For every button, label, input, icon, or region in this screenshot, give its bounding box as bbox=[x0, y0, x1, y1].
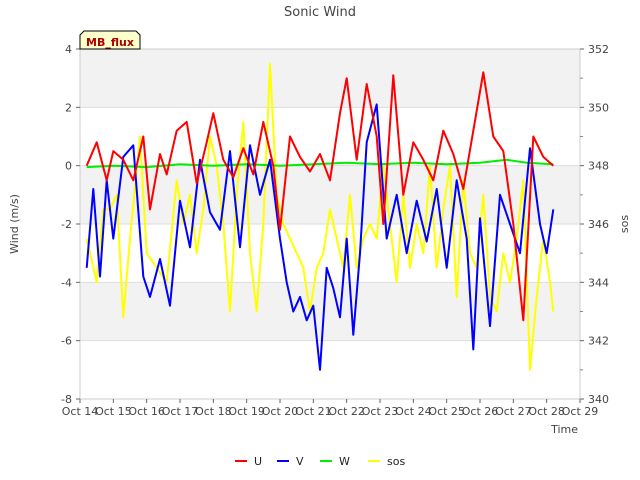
y-tick-label: -2 bbox=[61, 218, 72, 231]
y-tick-label: -6 bbox=[61, 335, 72, 348]
x-tick-label: Oct 20 bbox=[262, 405, 299, 418]
y2-tick-label: 340 bbox=[588, 393, 609, 406]
grid-band bbox=[80, 49, 580, 108]
x-tick-label: Oct 16 bbox=[128, 405, 165, 418]
y2-tick-label: 344 bbox=[588, 276, 609, 289]
series-line-v bbox=[85, 103, 555, 371]
x-tick-label: Oct 18 bbox=[195, 405, 232, 418]
y-tick-label: 2 bbox=[65, 101, 72, 114]
x-tick-label: Oct 15 bbox=[95, 405, 132, 418]
y-tick-label: 0 bbox=[65, 160, 72, 173]
series-line-sos bbox=[85, 62, 555, 371]
y2-tick-label: 342 bbox=[588, 335, 609, 348]
x-tick-label: Oct 28 bbox=[528, 405, 565, 418]
x-tick-label: Oct 29 bbox=[562, 405, 599, 418]
x-tick-label: Oct 25 bbox=[428, 405, 465, 418]
x-tick-label: Oct 23 bbox=[362, 405, 399, 418]
x-tick-label: Oct 26 bbox=[462, 405, 499, 418]
y-axis-label: Wind (m/s) bbox=[8, 194, 21, 254]
mb-flux-badge: MB_flux bbox=[79, 30, 141, 50]
y2-tick-label: 350 bbox=[588, 101, 609, 114]
y-tick-label: -8 bbox=[61, 393, 72, 406]
y2-tick-label: 352 bbox=[588, 43, 609, 56]
chart-title: Sonic Wind bbox=[284, 5, 356, 20]
x-tick-label: Oct 22 bbox=[328, 405, 365, 418]
x-tick-label: Oct 14 bbox=[62, 405, 99, 418]
y2-tick-label: 346 bbox=[588, 218, 609, 231]
x-tick-label: Oct 21 bbox=[295, 405, 332, 418]
y-tick-label: -4 bbox=[61, 276, 72, 289]
y-tick-label: 4 bbox=[65, 43, 72, 56]
x-tick-label: Oct 24 bbox=[395, 405, 432, 418]
y2-axis-label: sos bbox=[618, 215, 631, 233]
y2-tick-label: 348 bbox=[588, 160, 609, 173]
legend-label-w: W bbox=[339, 455, 350, 468]
legend-label-v: V bbox=[296, 455, 304, 468]
x-tick-label: Oct 19 bbox=[228, 405, 265, 418]
legend-label-u: U bbox=[254, 455, 262, 468]
badge-label: MB_flux bbox=[86, 36, 134, 49]
x-tick-label: Oct 17 bbox=[162, 405, 199, 418]
grid-band bbox=[80, 282, 580, 341]
series-line-u bbox=[85, 71, 554, 322]
x-tick-label: Oct 27 bbox=[495, 405, 532, 418]
x-axis-label: Time bbox=[550, 423, 578, 436]
legend-label-sos: sos bbox=[387, 455, 405, 468]
